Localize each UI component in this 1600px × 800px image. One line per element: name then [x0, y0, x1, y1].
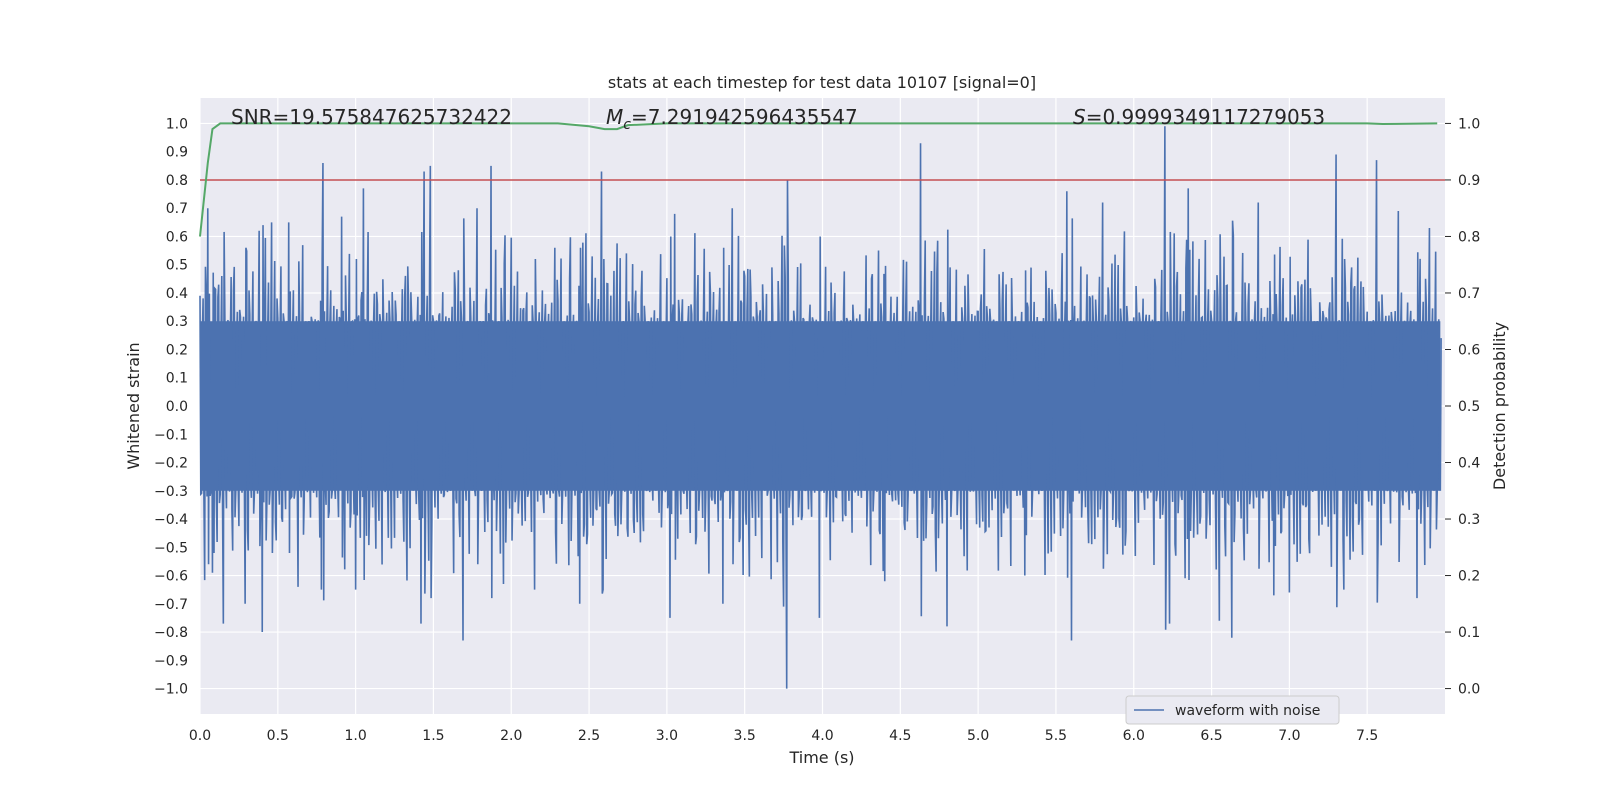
- y2-tick-label-6: 0.4: [1458, 456, 1480, 472]
- x-tick-label-8: 4.0: [811, 728, 833, 744]
- y-tick-label-3: 0.7: [166, 201, 188, 217]
- x-axis-label: Time (s): [788, 748, 854, 767]
- y2-tick-label-2: 0.8: [1458, 229, 1480, 245]
- y-tick-label-11: −0.1: [154, 427, 188, 443]
- y-tick-label-17: −0.7: [154, 597, 188, 613]
- chirp-mass-value: =7.291942596435547: [631, 105, 858, 129]
- x-tick-label-15: 7.5: [1356, 728, 1378, 744]
- y-tick-label-16: −0.6: [154, 569, 188, 585]
- x-tick-label-10: 5.0: [967, 728, 989, 744]
- y-tick-label-7: 0.3: [166, 314, 188, 330]
- legend: waveform with noise: [1125, 695, 1340, 725]
- detection-probability-line: [199, 122, 1438, 237]
- y-axis-label: Whitened strain: [124, 342, 143, 469]
- chirp-mass-subscript: c: [623, 117, 631, 133]
- snr-annotation: SNR=19.575847625732422: [231, 105, 512, 129]
- y-tick-label-18: −0.8: [154, 625, 188, 641]
- y-tick-label-19: −0.9: [154, 653, 188, 669]
- y2-tick-label-1: 0.9: [1458, 173, 1480, 189]
- chart-title: stats at each timestep for test data 101…: [608, 73, 1036, 92]
- y-tick-label-4: 0.6: [166, 229, 188, 245]
- y2-tick-label-3: 0.7: [1458, 286, 1480, 302]
- y2-axis-label: Detection probability: [1490, 322, 1509, 490]
- y2-tick-label-10: 0.0: [1458, 682, 1480, 698]
- y2-tick-label-0: 1.0: [1458, 116, 1480, 132]
- y-tick-label-5: 0.5: [166, 258, 188, 274]
- s-value: =0.9999349117279053: [1086, 105, 1325, 129]
- x-tick-label-3: 1.5: [422, 728, 444, 744]
- y-tick-label-0: 1.0: [166, 116, 188, 132]
- y-axis-ticks: 1.0 0.9 0.8 0.7 0.6 0.5 0.4 0.3 0.2 0.1 0.0 −0.1 −0.…: [154, 116, 188, 697]
- y-tick-label-2: 0.8: [166, 173, 188, 189]
- y-tick-label-20: −1.0: [154, 682, 188, 698]
- chirp-mass-symbol: M: [606, 105, 623, 129]
- x-tick-label-12: 6.0: [1123, 728, 1145, 744]
- x-tick-label-5: 2.5: [578, 728, 600, 744]
- x-tick-label-2: 1.0: [344, 728, 366, 744]
- y2-tick-label-7: 0.3: [1458, 512, 1480, 528]
- y2-tick-label-8: 0.2: [1458, 569, 1480, 585]
- x-tick-label-4: 2.0: [500, 728, 522, 744]
- chirp-mass-annotation: Mc=7.291942596435547: [606, 105, 858, 133]
- x-tick-label-7: 3.5: [734, 728, 756, 744]
- s-annotation: S=0.9999349117279053: [1073, 105, 1325, 129]
- x-tick-label-14: 7.0: [1278, 728, 1300, 744]
- x-tick-label-13: 6.5: [1200, 728, 1222, 744]
- x-tick-label-1: 0.5: [267, 728, 289, 744]
- y2-axis-ticks: 1.0 0.9 0.8 0.7 0.6 0.5 0.4 0.3 0.2 0.1 0.0: [1445, 116, 1480, 698]
- x-tick-label-0: 0.0: [189, 728, 211, 744]
- x-axis-ticks: 0.0 0.5 1.0 1.5 2.0 2.5 3.0 3.5 4.0 4.5 5.0 5.5 6.0 6…: [189, 728, 1378, 744]
- y2-tick-label-9: 0.1: [1458, 625, 1480, 641]
- legend-label: waveform with noise: [1175, 703, 1320, 719]
- y-tick-label-14: −0.4: [154, 512, 188, 528]
- y-tick-label-6: 0.4: [166, 286, 188, 302]
- legend-box: [1125, 695, 1340, 725]
- y2-tick-label-4: 0.6: [1458, 342, 1480, 358]
- waveform-series: [199, 126, 1442, 689]
- x-tick-label-11: 5.5: [1045, 728, 1067, 744]
- x-tick-label-9: 4.5: [889, 728, 911, 744]
- x-tick-label-6: 3.0: [656, 728, 678, 744]
- y2-tick-label-5: 0.5: [1458, 399, 1480, 415]
- y-tick-label-12: −0.2: [154, 456, 188, 472]
- y-tick-label-10: 0.0: [166, 399, 188, 415]
- y-tick-label-15: −0.5: [154, 540, 188, 556]
- waveform-line: [199, 126, 1442, 689]
- s-symbol: S: [1073, 105, 1086, 129]
- y-tick-label-9: 0.1: [166, 371, 188, 387]
- y-tick-label-13: −0.3: [154, 484, 188, 500]
- y-tick-label-8: 0.2: [166, 342, 188, 358]
- y-tick-label-1: 0.9: [166, 145, 188, 161]
